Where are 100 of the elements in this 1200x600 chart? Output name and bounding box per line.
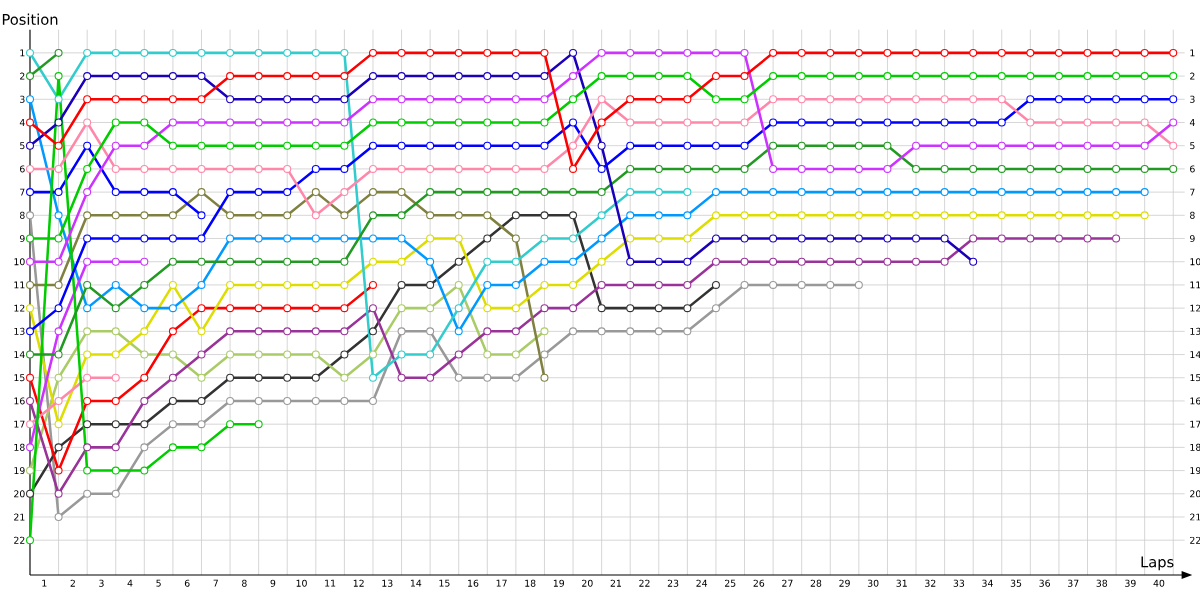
point [540,141,549,150]
point [140,304,149,313]
point [283,304,292,313]
point [769,48,778,57]
point [254,373,263,382]
point [511,257,520,266]
point [368,118,377,127]
point [626,257,635,266]
point [569,48,578,57]
x-tick-label: 12 [353,579,364,587]
point [197,95,206,104]
point [426,350,435,359]
point [254,188,263,197]
point [340,118,349,127]
x-tick-label: 29 [839,579,850,587]
point [168,48,177,57]
point [597,72,606,81]
point [483,373,492,382]
point [54,396,63,405]
point [426,48,435,57]
point [426,164,435,173]
point [311,304,320,313]
point [283,280,292,289]
point [111,489,120,498]
point [483,234,492,243]
point [826,95,835,104]
point [826,72,835,81]
point [226,48,235,57]
y2-tick-label: 20 [1190,490,1200,498]
point [311,257,320,266]
point [83,489,92,498]
point [711,72,720,81]
point [197,141,206,150]
point [25,118,35,127]
point [711,234,720,243]
point [511,188,520,197]
point [283,188,292,197]
point [340,373,349,382]
point [511,327,520,336]
point [683,188,692,197]
point [283,327,292,336]
point [140,118,149,127]
point [854,257,863,266]
x-tick-label: 31 [896,579,907,587]
point [569,234,578,243]
point [1026,95,1035,104]
point [1112,118,1121,127]
x-tick-label: 3 [99,579,104,587]
x-tick-label: 38 [1096,579,1108,587]
point [883,118,892,127]
point [54,512,63,521]
point [311,48,320,57]
point [711,164,720,173]
point [25,72,35,81]
point [969,95,978,104]
point [197,373,206,382]
point [483,188,492,197]
point [540,211,549,220]
y2-tick-label: 19 [1190,467,1200,475]
y2-tick-label: 13 [1190,327,1200,335]
point [54,350,63,359]
point [740,141,749,150]
point [1112,188,1121,197]
y2-tick-label: 1 [1190,49,1195,57]
point [168,141,177,150]
point [569,118,578,127]
point [826,257,835,266]
point [654,164,663,173]
point [969,72,978,81]
point [254,72,263,81]
point [25,420,35,429]
point [368,257,377,266]
point [426,72,435,81]
point [197,234,206,243]
point [711,211,720,220]
point [226,280,235,289]
point [426,373,435,382]
point [311,280,320,289]
point [569,164,578,173]
point [626,280,635,289]
x-tick-label: 40 [1153,579,1165,587]
point [197,327,206,336]
point [254,420,263,429]
point [597,141,606,150]
point [711,304,720,313]
y-tick-label: 14 [14,351,25,358]
point [683,164,692,173]
point [254,95,263,104]
point [54,327,63,336]
point [969,141,978,150]
y2-tick-label: 5 [1190,142,1195,150]
point [654,234,663,243]
point [797,257,806,266]
point [711,188,720,197]
point [797,141,806,150]
point [569,95,578,104]
point [912,118,921,127]
point [626,234,635,243]
point [1140,141,1149,150]
x-tick-label: 1 [42,579,47,587]
